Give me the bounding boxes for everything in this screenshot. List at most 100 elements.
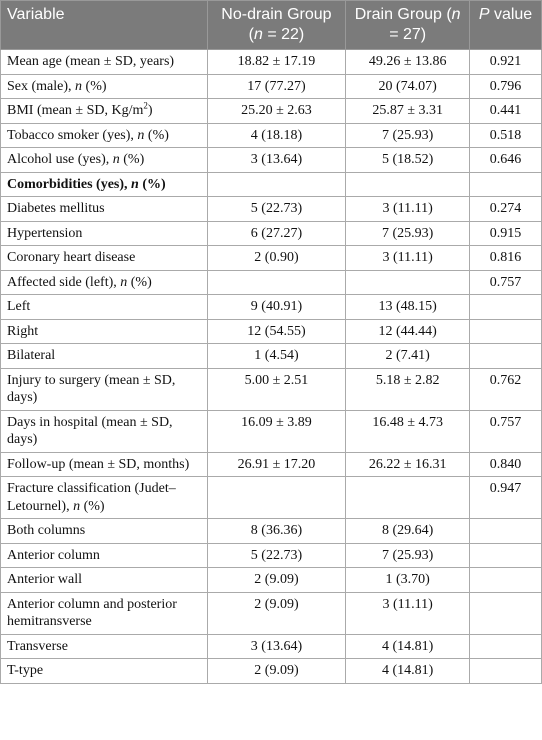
table-cell: Left [0,294,208,320]
table-cell: 9 (40.91) [206,294,347,320]
table-row: Comorbidities (yes), n (%) [0,171,542,197]
table-cell: Diabetes mellitus [0,196,208,222]
header-cell: Variable [0,0,208,50]
text-run: P [478,6,490,23]
table-row: Diabetes mellitus 5 (22.73) 3 (11.11) 0.274 [0,196,542,222]
table-cell: Alcohol use (yes), n (%) [0,147,208,173]
table-cell [469,171,542,197]
table-cell: 20 (74.07) [345,73,471,99]
table-header: Variable No-drain Group (n = 22) Drain Gro… [0,0,542,50]
table-cell: 7 (25.93) [345,122,471,148]
text-run: (%) [82,78,107,94]
table-cell: Anterior column and posterior hemitransv… [0,591,208,635]
text-run: n [451,6,461,23]
table-cell: 0.757 [469,409,542,453]
table-row: Fracture classification (Judet–Letournel… [0,476,542,519]
table-row: Coronary heart disease 2 (0.90) 3 (11.11) 0… [0,245,542,271]
table-cell [469,318,542,344]
header-row: Variable No-drain Group (n = 22) Drain Gro… [0,0,542,50]
text-run: Tobacco smoker (yes), [7,127,138,143]
table-cell: 0.947 [469,476,542,519]
text-run: Comorbidities (yes), [7,176,132,192]
text-run: Sex (male), [7,78,76,94]
text-run: (%) [144,127,169,143]
table-cell [469,658,542,684]
header-cell: P value [469,0,542,50]
table-cell [469,633,542,659]
table-cell: T-type [0,658,208,684]
table-cell: 0.921 [469,49,542,75]
table-cell: Anterior column [0,542,208,568]
table-cell [345,171,471,197]
table-cell: 8 (29.64) [345,518,471,544]
table-cell: 5 (22.73) [206,542,347,568]
table-row: Transverse 3 (13.64) 4 (14.81) [0,633,542,659]
table-cell: Transverse [0,633,208,659]
data-table: Variable No-drain Group (n = 22) Drain Gro… [0,0,542,684]
table-cell: 25.20 ± 2.63 [206,98,347,124]
table-cell: Anterior wall [0,567,208,593]
table-row: Mean age (mean ± SD, years) 18.82 ± 17.19… [0,49,542,75]
table-cell: 2 (9.09) [206,591,347,635]
text-run: No-drain Group ( [221,6,332,43]
table-cell: 0.646 [469,147,542,173]
table-cell: 0.816 [469,245,542,271]
text-run: n [120,274,128,290]
table-cell: 26.22 ± 16.31 [345,451,471,477]
table-row: Bilateral 1 (4.54) 2 (7.41) [0,343,542,369]
table-cell: Follow-up (mean ± SD, months) [0,451,208,477]
table-cell: 4 (14.81) [345,658,471,684]
table-cell [206,171,347,197]
table-cell: 2 (9.09) [206,567,347,593]
table-cell: 3 (11.11) [345,196,471,222]
table-row: T-type 2 (9.09) 4 (14.81) [0,658,542,684]
header-cell: Drain Group (n = 27) [345,0,471,50]
table-row: BMI (mean ± SD, Kg/m2) 25.20 ± 2.63 25.87 … [0,98,542,124]
table-cell [469,567,542,593]
text-run: BMI (mean ± SD, Kg/m [7,103,144,118]
table-row: Left 9 (40.91) 13 (48.15) [0,294,542,320]
table-cell: 2 (0.90) [206,245,347,271]
table-cell [206,269,347,295]
text-run: Fracture classification (Judet–Letournel… [7,481,176,514]
text-run: n [131,176,139,192]
table-cell: 0.274 [469,196,542,222]
table-cell: 6 (27.27) [206,220,347,246]
table-cell: 4 (18.18) [206,122,347,148]
table-cell: 5 (18.52) [345,147,471,173]
table-cell: Comorbidities (yes), n (%) [0,171,208,197]
text-run: ) [147,103,153,118]
table-cell: Bilateral [0,343,208,369]
table-row: Anterior wall 2 (9.09) 1 (3.70) [0,567,542,593]
table-cell: 12 (54.55) [206,318,347,344]
table-cell: 16.48 ± 4.73 [345,409,471,453]
table-cell: 0.915 [469,220,542,246]
text-run: = 27) [389,26,427,43]
table-cell: 0.796 [469,73,542,99]
table-row: Anterior column and posterior hemitransv… [0,591,542,635]
text-run: Alcohol use (yes), [7,152,113,167]
table-cell: 49.26 ± 13.86 [345,49,471,75]
table-cell: 3 (11.11) [345,245,471,271]
text-run: n [253,26,263,43]
text-run: n [131,177,139,192]
table-cell: 13 (48.15) [345,294,471,320]
table-cell: 26.91 ± 17.20 [206,451,347,477]
table-cell [206,476,347,519]
text-run: n [73,498,81,514]
table-cell: Affected side (left), n (%) [0,269,208,295]
table-row: Follow-up (mean ± SD, months) 26.91 ± 17.… [0,451,542,477]
table-cell: Both columns [0,518,208,544]
table-row: Right 12 (54.55) 12 (44.44) [0,318,542,344]
text-run: n [75,78,83,94]
table-cell: 12 (44.44) [345,318,471,344]
text-run: Affected side (left), [7,274,121,290]
table-cell: Coronary heart disease [0,245,208,271]
text-run: 2 [143,100,148,111]
text-run: (%) [138,176,166,192]
table-cell [469,591,542,635]
table-cell: Hypertension [0,220,208,246]
table-cell: 3 (11.11) [345,591,471,635]
header-cell: No-drain Group (n = 22) [206,0,347,50]
